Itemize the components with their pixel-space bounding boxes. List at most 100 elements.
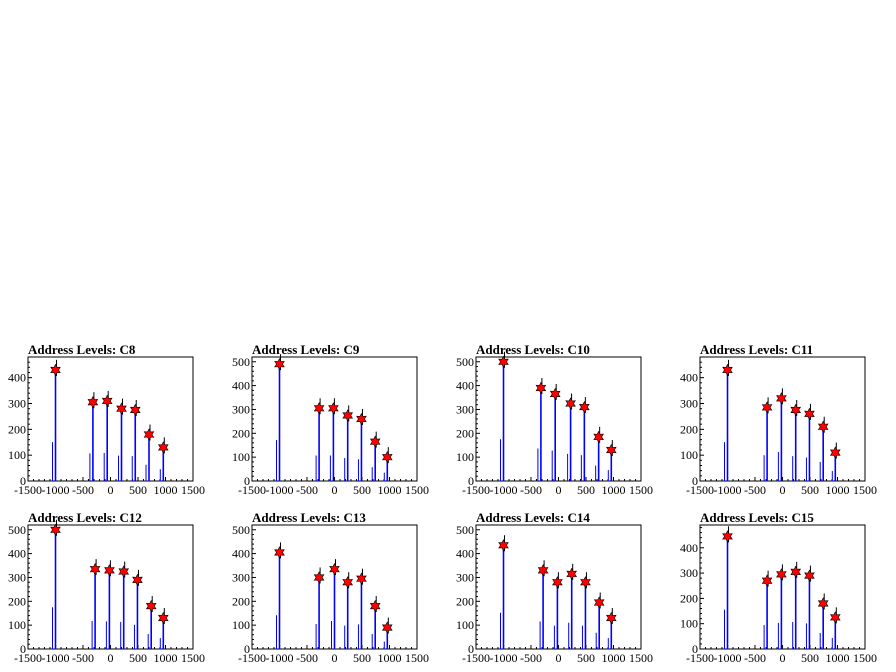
y-tick-label: 500 bbox=[8, 523, 26, 537]
peak-marker bbox=[143, 428, 155, 441]
x-tick-label: -500 bbox=[296, 651, 318, 665]
x-tick-label: -500 bbox=[72, 651, 94, 665]
peak-marker bbox=[605, 443, 617, 457]
peak-marker bbox=[381, 450, 393, 464]
peak-marker bbox=[722, 530, 733, 543]
peak-marker bbox=[129, 403, 141, 417]
x-tick-label: -1500 bbox=[462, 651, 490, 665]
peak-marker bbox=[328, 402, 339, 415]
x-tick-label: -1000 bbox=[42, 651, 70, 665]
y-tick-label: 300 bbox=[680, 397, 698, 411]
peak-marker bbox=[537, 564, 549, 577]
x-tick-label: 1500 bbox=[181, 483, 205, 497]
y-tick-label: 0 bbox=[20, 642, 26, 656]
panel-title: Address Levels: C9 bbox=[252, 342, 360, 357]
histogram-panel: Address Levels: C14 -1500 -1000 -500 0 500 100… bbox=[456, 510, 653, 665]
y-tick-label: 300 bbox=[232, 570, 250, 584]
histogram-panel: Address Levels: C10 -1500 -1000 -500 0 500 100… bbox=[456, 342, 653, 497]
x-tick-label: 1000 bbox=[602, 651, 626, 665]
peak-marker bbox=[274, 357, 285, 371]
peak-marker bbox=[498, 355, 509, 368]
x-tick-label: -1000 bbox=[714, 651, 742, 665]
peak-marker bbox=[776, 392, 787, 405]
y-tick-label: 0 bbox=[468, 474, 474, 488]
y-tick-label: 400 bbox=[8, 547, 26, 561]
x-tick-label: -1500 bbox=[462, 483, 490, 497]
y-tick-label: 400 bbox=[456, 547, 474, 561]
peak-marker bbox=[498, 539, 509, 552]
peak-marker bbox=[566, 567, 578, 581]
y-tick-label: 400 bbox=[8, 371, 26, 385]
x-tick-label: 500 bbox=[577, 651, 595, 665]
x-tick-label: 1500 bbox=[853, 651, 877, 665]
x-tick-label: 500 bbox=[353, 483, 371, 497]
x-tick-label: 1000 bbox=[378, 483, 402, 497]
x-tick-label: -500 bbox=[72, 483, 94, 497]
peak-marker bbox=[549, 387, 561, 401]
peak-marker bbox=[552, 576, 563, 589]
y-tick-label: 300 bbox=[456, 570, 474, 584]
histogram-panel: Address Levels: C9-1500 -1000 -500 0 500 1000… bbox=[232, 342, 429, 497]
y-tick-label: 0 bbox=[244, 474, 250, 488]
x-tick-label: -1500 bbox=[14, 483, 42, 497]
y-tick-label: 100 bbox=[456, 618, 474, 632]
x-tick-label: -500 bbox=[744, 651, 766, 665]
y-tick-label: 0 bbox=[244, 642, 250, 656]
peak-marker bbox=[118, 565, 130, 578]
x-tick-label: 1000 bbox=[154, 651, 178, 665]
x-tick-label: 0 bbox=[108, 651, 114, 665]
x-tick-label: -1500 bbox=[686, 651, 714, 665]
peak-marker bbox=[761, 401, 773, 414]
y-tick-label: 200 bbox=[680, 422, 698, 436]
y-tick-label: 500 bbox=[232, 523, 250, 537]
histogram-panel: Address Levels: C8-1500 -1000 -500 0 500 1000… bbox=[8, 342, 205, 497]
peak-marker bbox=[116, 402, 127, 415]
x-tick-label: -500 bbox=[296, 483, 318, 497]
peak-marker bbox=[50, 363, 61, 377]
x-tick-label: -500 bbox=[520, 483, 542, 497]
peak-marker bbox=[329, 562, 340, 576]
y-tick-label: 200 bbox=[232, 426, 250, 440]
y-tick-label: 400 bbox=[680, 371, 698, 385]
y-tick-label: 0 bbox=[692, 474, 698, 488]
peak-marker bbox=[101, 394, 113, 408]
y-tick-label: 200 bbox=[8, 594, 26, 608]
peak-marker bbox=[593, 596, 605, 609]
x-tick-label: 1000 bbox=[154, 483, 178, 497]
y-tick-label: 100 bbox=[456, 450, 474, 464]
peak-marker bbox=[817, 420, 829, 433]
x-tick-label: 1500 bbox=[405, 651, 429, 665]
x-tick-label: 1500 bbox=[181, 651, 205, 665]
x-tick-label: -1000 bbox=[714, 483, 742, 497]
peak-marker bbox=[50, 523, 61, 536]
panel-title: Address Levels: C11 bbox=[700, 342, 813, 357]
peak-marker bbox=[804, 569, 815, 582]
peak-marker bbox=[565, 397, 576, 410]
x-tick-label: 1500 bbox=[405, 483, 429, 497]
peak-marker bbox=[132, 573, 143, 587]
y-tick-label: 0 bbox=[20, 474, 26, 488]
y-tick-label: 400 bbox=[456, 379, 474, 393]
x-tick-label: 0 bbox=[780, 651, 786, 665]
x-tick-label: -1500 bbox=[686, 483, 714, 497]
peak-marker bbox=[342, 409, 354, 422]
y-tick-label: 500 bbox=[232, 355, 250, 369]
y-tick-label: 200 bbox=[8, 422, 26, 436]
panel-title: Address Levels: C8 bbox=[28, 342, 136, 357]
y-tick-label: 200 bbox=[232, 594, 250, 608]
x-tick-label: 500 bbox=[353, 651, 371, 665]
peak-marker bbox=[829, 446, 841, 459]
y-tick-label: 400 bbox=[232, 379, 250, 393]
y-tick-label: 400 bbox=[232, 547, 250, 561]
x-tick-label: -1500 bbox=[238, 651, 266, 665]
x-tick-label: 0 bbox=[780, 483, 786, 497]
x-tick-label: -1000 bbox=[490, 651, 518, 665]
peak-marker bbox=[817, 597, 829, 610]
x-tick-label: 500 bbox=[129, 483, 147, 497]
y-tick-label: 300 bbox=[456, 402, 474, 416]
x-tick-label: -500 bbox=[744, 483, 766, 497]
x-tick-label: 1000 bbox=[826, 651, 850, 665]
histogram-panel: Address Levels: C12 -1500 -1000 -500 0 500 100… bbox=[8, 510, 205, 665]
y-tick-label: 100 bbox=[680, 617, 698, 631]
peak-marker bbox=[104, 564, 115, 577]
